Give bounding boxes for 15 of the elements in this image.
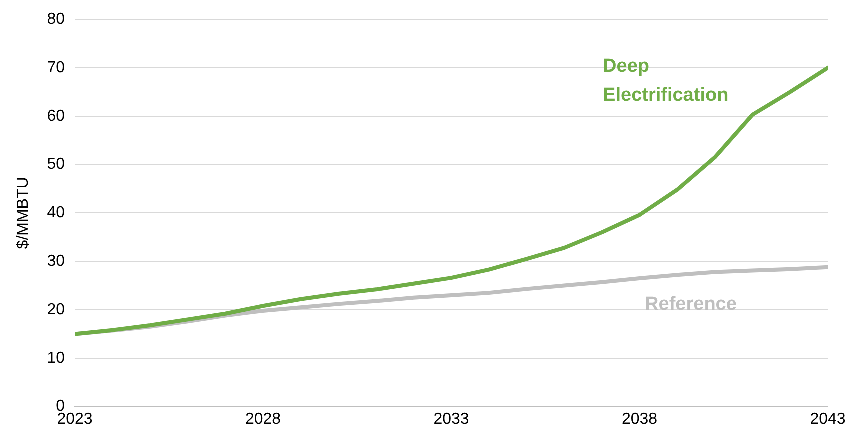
x-tick-label: 2028 — [245, 410, 282, 428]
series-label: Reference — [645, 294, 737, 316]
y-tick-label: 60 — [47, 108, 66, 125]
x-tick-label: 2033 — [434, 410, 470, 428]
y-axis-title: $/MMBTU — [15, 177, 32, 250]
y-tick-label: 80 — [47, 11, 66, 28]
x-tick-label: 2043 — [810, 410, 846, 428]
x-tick-label: 2038 — [622, 410, 658, 428]
series-label: Deep Electrification — [603, 56, 729, 106]
y-tick-label: 50 — [47, 156, 66, 174]
y-tick-label: 10 — [47, 350, 66, 367]
y-tick-label: 30 — [47, 253, 66, 270]
y-tick-label: 70 — [47, 59, 66, 76]
y-tick-label: 40 — [47, 204, 66, 222]
y-tick-label: 20 — [47, 301, 66, 318]
